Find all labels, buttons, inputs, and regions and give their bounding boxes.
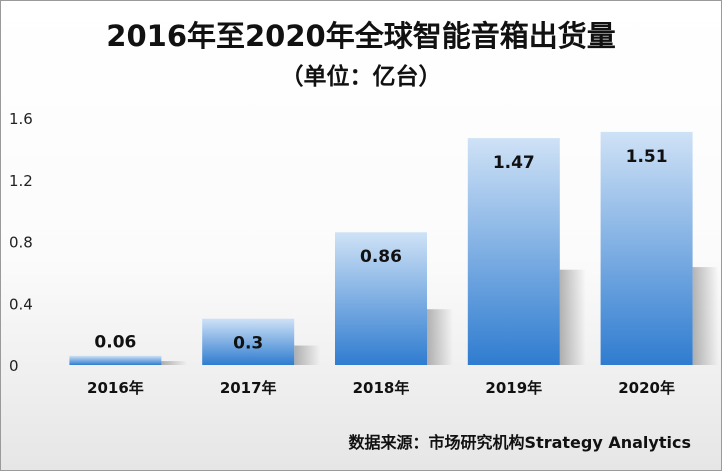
chart-title: 2016年至2020年全球智能音箱出货量 <box>106 19 616 53</box>
bar-2019年 <box>467 138 560 365</box>
y-tick-label: 1.2 <box>9 172 33 190</box>
bar-2020年 <box>600 131 693 365</box>
bar-shadow <box>559 269 586 365</box>
bar-shadow <box>692 267 719 365</box>
bar-shadow <box>294 345 321 365</box>
x-tick-label: 2020年 <box>618 379 675 397</box>
bar-2017年 <box>202 318 295 365</box>
data-source-note: 数据来源：市场研究机构Strategy Analytics <box>348 433 691 452</box>
data-label: 0.3 <box>233 334 263 354</box>
x-tick-label: 2019年 <box>485 379 542 397</box>
y-tick-label: 1.6 <box>9 110 33 128</box>
chart-subtitle: （单位：亿台） <box>280 64 442 90</box>
bar-2016年 <box>69 355 162 365</box>
data-label: 1.47 <box>493 153 535 173</box>
x-tick-label: 2017年 <box>220 379 277 397</box>
bar-2018年 <box>335 232 427 365</box>
x-tick-label: 2016年 <box>87 379 144 397</box>
data-label: 0.06 <box>94 333 136 353</box>
y-tick-label: 0.8 <box>9 234 33 252</box>
x-tick-label: 2018年 <box>353 379 410 397</box>
data-label: 1.51 <box>626 147 668 167</box>
data-label: 0.86 <box>360 247 402 267</box>
y-tick-label: 0.4 <box>9 295 33 313</box>
y-tick-label: 0 <box>9 357 19 375</box>
bar-shadow <box>427 309 453 365</box>
bar-shadow <box>161 361 188 365</box>
